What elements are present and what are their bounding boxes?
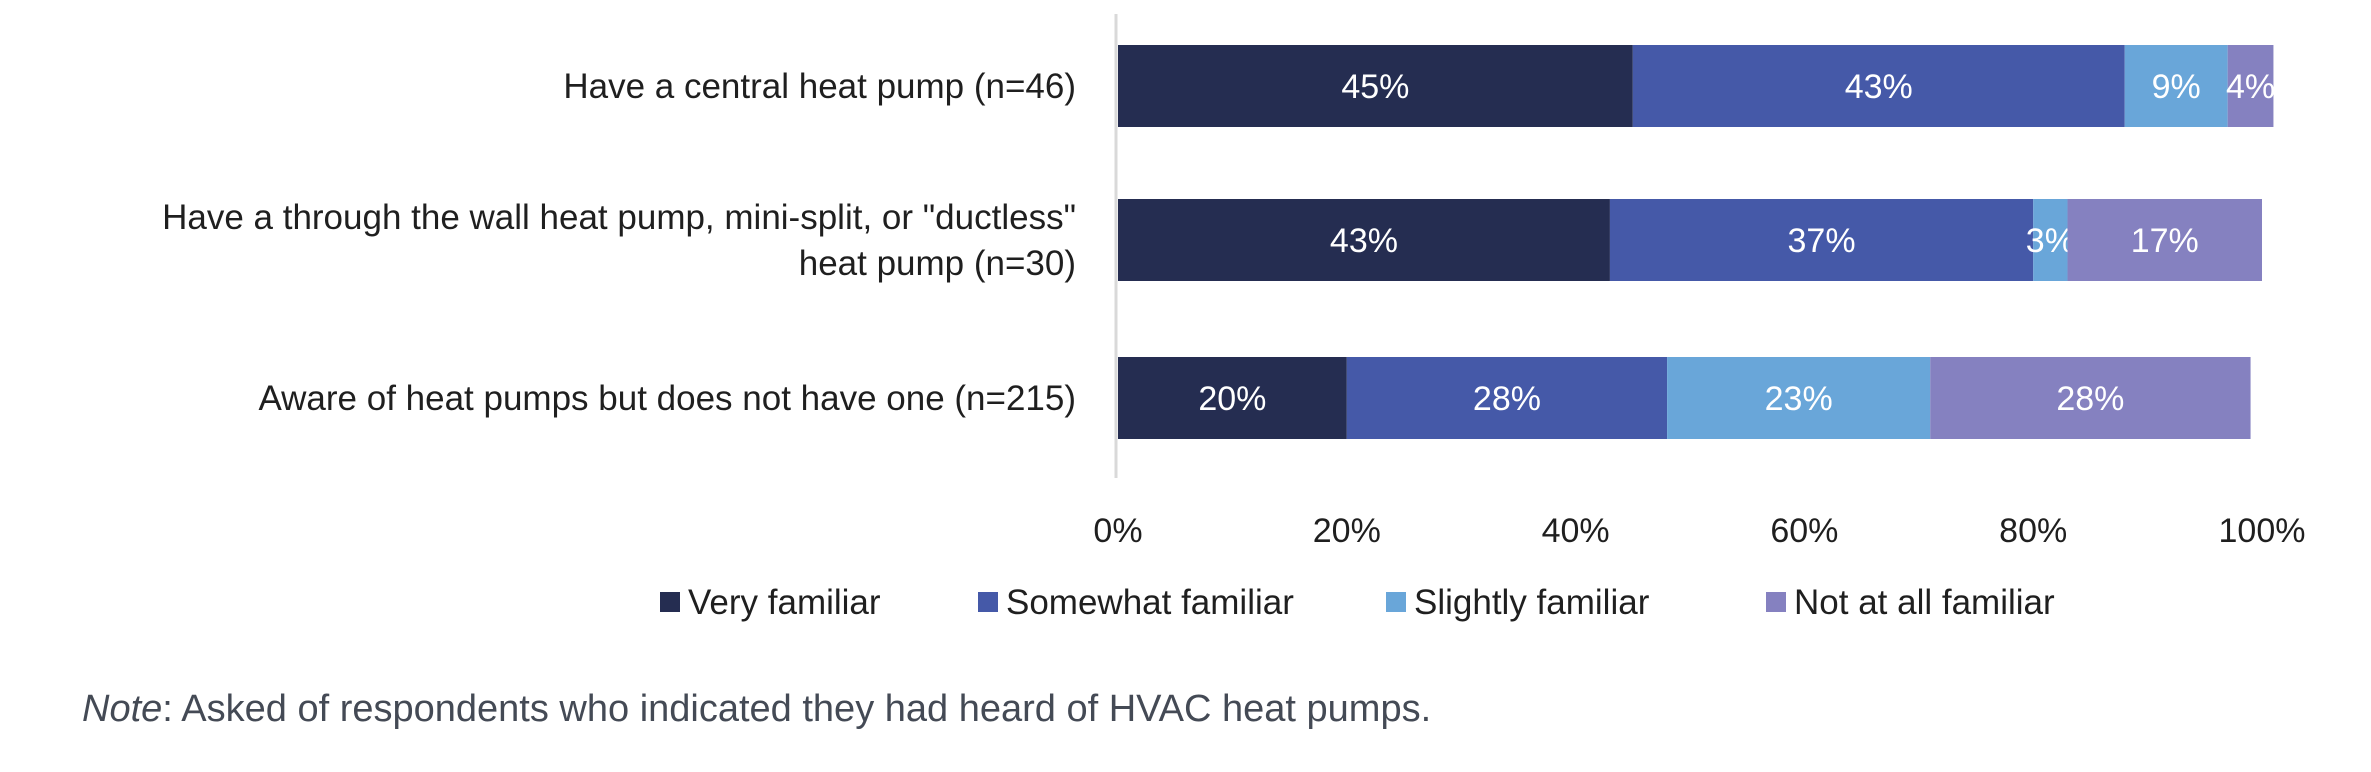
- legend-swatch: [978, 592, 998, 612]
- category-label: Have a central heat pump (n=46): [563, 67, 1076, 106]
- bar-segment: [1118, 357, 1347, 439]
- data-label: 43%: [1330, 222, 1398, 260]
- bar-segment: [1118, 199, 1610, 281]
- legend-label: Not at all familiar: [1794, 583, 2055, 622]
- x-tick-label: 100%: [2219, 512, 2306, 550]
- legend-label: Somewhat familiar: [1006, 583, 1294, 622]
- bar-segment: [2033, 199, 2068, 281]
- data-label: 20%: [1198, 380, 1266, 418]
- legend-label: Very familiar: [688, 583, 881, 622]
- data-label: 17%: [2131, 222, 2199, 260]
- x-tick-label: 0%: [1093, 512, 1142, 550]
- data-label: 45%: [1341, 68, 1409, 106]
- bar-segment: [1118, 45, 1633, 127]
- category-label: heat pump (n=30): [799, 244, 1076, 283]
- data-label: 28%: [1473, 380, 1541, 418]
- bar-segment: [1667, 357, 1931, 439]
- x-tick-label: 80%: [1999, 512, 2067, 550]
- category-label: Aware of heat pumps but does not have on…: [258, 379, 1076, 418]
- bar-segment: [1632, 45, 2125, 127]
- legend-swatch: [1766, 592, 1786, 612]
- data-label: 28%: [2056, 380, 2124, 418]
- bar-segment: [1346, 357, 1668, 439]
- note-text: : Asked of respondents who indicated the…: [162, 688, 1432, 730]
- x-tick-label: 60%: [1770, 512, 1838, 550]
- note-label: Note: [82, 688, 163, 730]
- data-label: 3%: [2026, 222, 2075, 260]
- bar-segment: [1609, 199, 2034, 281]
- category-label: Have a through the wall heat pump, mini-…: [162, 198, 1076, 237]
- data-label: 4%: [2226, 68, 2275, 106]
- bar-segment: [2067, 199, 2262, 281]
- stacked-bar-chart: 45% 43% 9% 4% Have a central heat pump (n=46…: [162, 14, 2306, 622]
- x-tick-label: 40%: [1542, 512, 1610, 550]
- data-label: 43%: [1845, 68, 1913, 106]
- bar-segment: [1930, 357, 2251, 439]
- chart-note: Note: Asked of respondents who indicated…: [82, 688, 1431, 731]
- x-tick-label: 20%: [1313, 512, 1381, 550]
- legend-label: Slightly familiar: [1414, 583, 1650, 622]
- bar-segment: [2227, 45, 2274, 127]
- legend-swatch: [1386, 592, 1406, 612]
- data-label: 37%: [1788, 222, 1856, 260]
- legend-swatch: [660, 592, 680, 612]
- bar-segment: [2124, 45, 2228, 127]
- data-label: 9%: [2152, 68, 2201, 106]
- data-label: 23%: [1765, 380, 1833, 418]
